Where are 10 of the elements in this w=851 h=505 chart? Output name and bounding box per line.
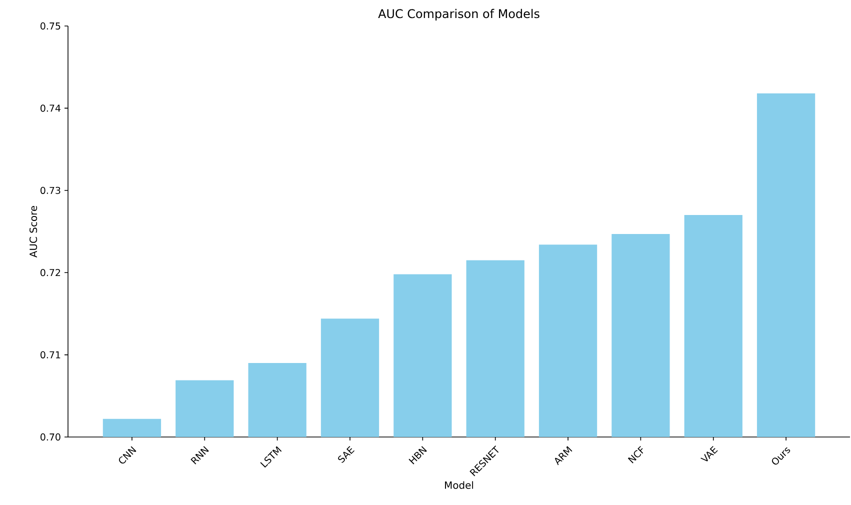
y-tick-label: 0.74 [40,104,60,112]
y-tick-label: 0.70 [40,433,60,441]
chart-title: AUC Comparison of Models [378,8,540,20]
x-axis-title: Model [445,481,474,489]
x-tick-label: VAE [700,446,718,462]
y-tick-label: 0.73 [40,186,60,194]
y-tick-label: 0.72 [40,269,60,276]
y-axis-title: AUC Score [30,206,38,258]
y-tick-label: 0.71 [40,351,60,358]
y-tick-label: 0.75 [40,22,60,30]
